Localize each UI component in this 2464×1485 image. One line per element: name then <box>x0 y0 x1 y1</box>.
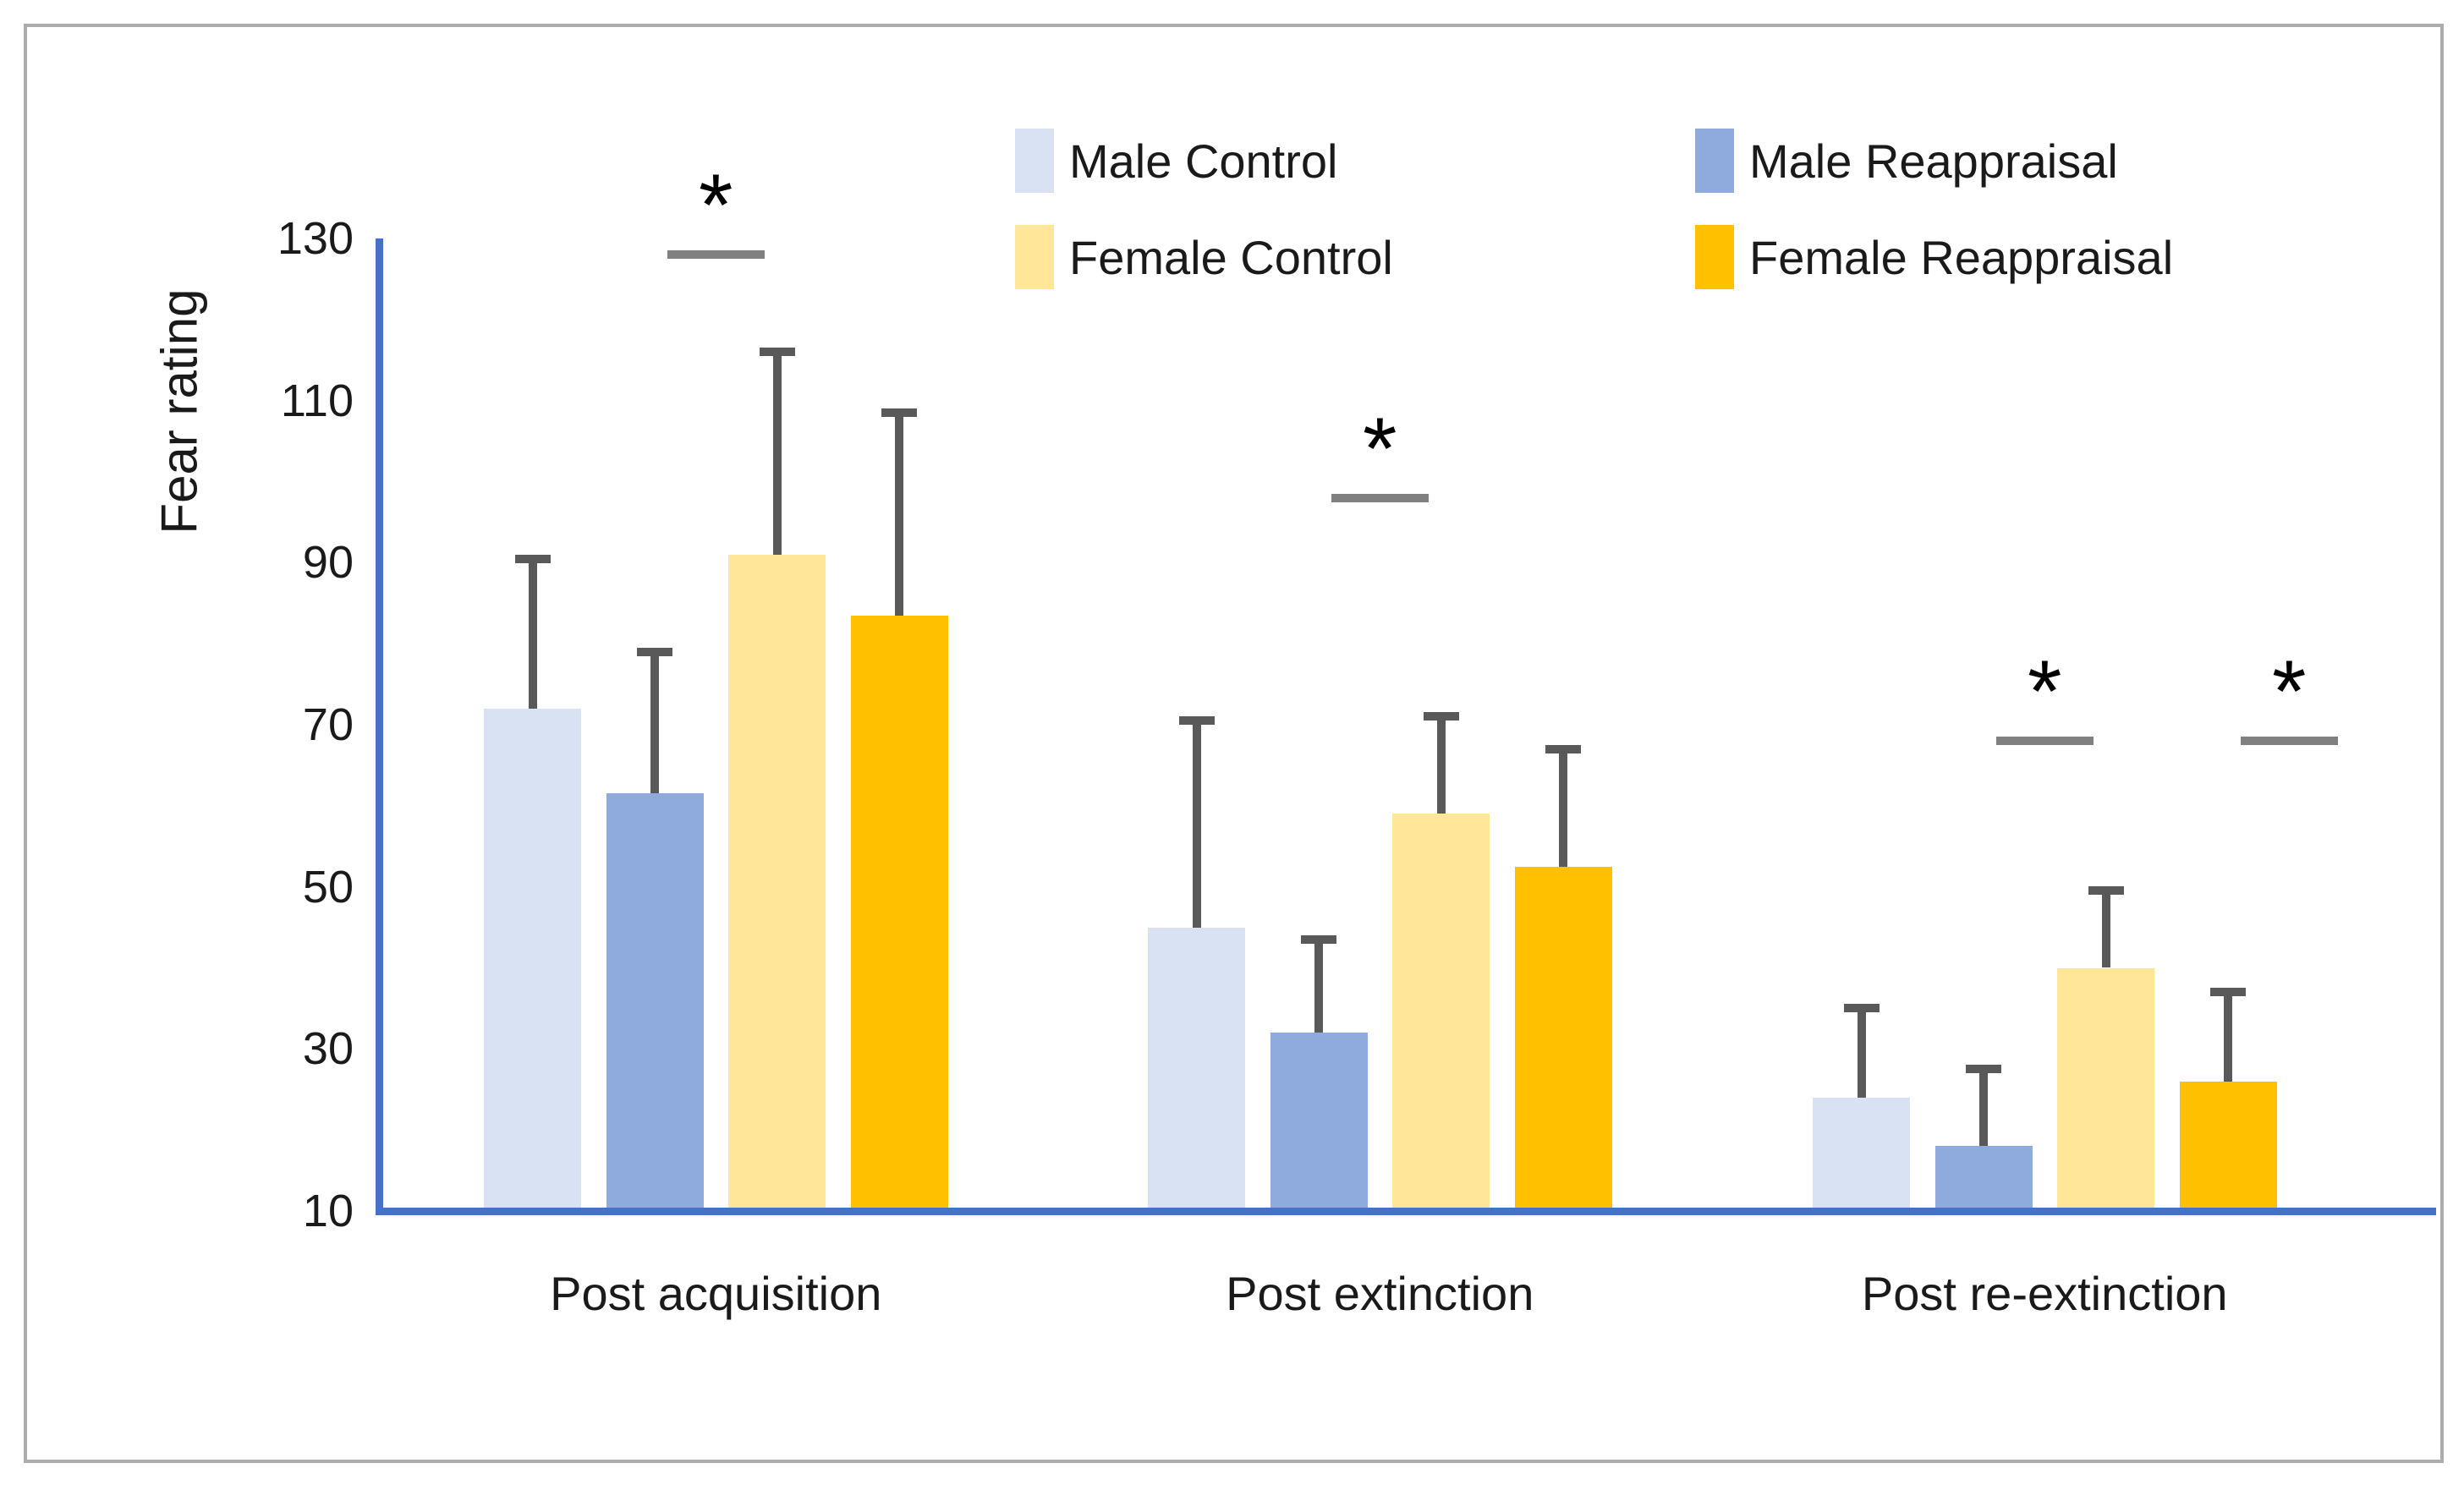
error-bar-cap <box>759 348 795 357</box>
error-bar-stem <box>1314 939 1323 1033</box>
y-axis-line <box>375 238 383 1215</box>
bar-male-control <box>1148 927 1245 1211</box>
bar-male-control <box>1813 1097 1910 1211</box>
error-bar-stem <box>1857 1008 1866 1098</box>
legend: Male Control Male Reappraisal Female Contr… <box>27 27 2440 1460</box>
y-tick-label: 10 <box>302 1186 354 1236</box>
error-bar-cap <box>1178 716 1215 726</box>
legend-item-female-control: Female Control <box>1015 225 1393 289</box>
legend-swatch <box>1015 129 1054 193</box>
y-tick-labels: 10 30 50 70 90 110 130 <box>27 27 2440 1460</box>
chart-border-frame: 10 30 50 70 90 110 130 Fear rating * * * * Post a… <box>24 24 2444 1463</box>
bar-female-control <box>728 554 826 1211</box>
y-tick-label: 50 <box>302 861 354 912</box>
error-bar-stem <box>772 352 782 555</box>
bar-male-control <box>484 708 581 1211</box>
bar-female-control <box>2057 967 2154 1211</box>
error-bar-cap <box>881 408 917 418</box>
bar-female-control <box>1392 814 1490 1211</box>
legend-label: Male Reappraisal <box>1749 134 2118 188</box>
legend-item-male-reappraisal: Male Reappraisal <box>1695 129 2118 193</box>
y-tick-label: 90 <box>302 537 354 589</box>
y-tick-label: 30 <box>302 1023 354 1075</box>
x-category-label: Post extinction <box>1226 1267 1534 1320</box>
legend-label: Female Reappraisal <box>1749 230 2174 284</box>
legend-swatch <box>1695 225 1734 289</box>
significance-line <box>1331 493 1429 502</box>
error-bar-cap <box>637 647 672 656</box>
bar-male-reappraisal <box>1934 1146 2033 1211</box>
legend-label: Female Control <box>1069 230 1393 284</box>
x-axis-line <box>375 1207 2436 1215</box>
legend-item-female-reappraisal: Female Reappraisal <box>1695 225 2173 289</box>
significance-line <box>2240 737 2338 746</box>
error-bar-stem <box>895 413 903 616</box>
significance-line <box>1995 737 2094 746</box>
error-bar-cap <box>1545 744 1581 753</box>
error-bar-cap <box>2210 988 2246 997</box>
significance-asterisk: * <box>1363 399 1397 498</box>
bar-male-reappraisal <box>606 793 704 1211</box>
error-bar-stem <box>2224 992 2232 1082</box>
y-tick-label: 130 <box>277 213 354 264</box>
bar-female-reappraisal <box>1514 866 1612 1211</box>
x-category-labels: Post acquisition Post extinction Post re-e… <box>27 27 2440 1460</box>
error-bars-layer <box>27 27 2440 1460</box>
y-tick-label: 70 <box>302 699 354 750</box>
error-bar-cap <box>514 554 551 563</box>
significance-asterisk: * <box>699 156 733 255</box>
x-category-label: Post acquisition <box>550 1267 882 1320</box>
error-bar-stem <box>2101 890 2110 968</box>
error-bar-cap <box>1966 1065 2001 1074</box>
y-tick-label: 110 <box>280 375 354 426</box>
legend-label: Male Control <box>1069 134 1338 188</box>
bar-male-reappraisal <box>1270 1033 1368 1211</box>
x-category-label: Post re-extinction <box>1861 1267 2228 1320</box>
error-bar-cap <box>1843 1004 1880 1013</box>
legend-item-male-control: Male Control <box>1015 129 1337 193</box>
significance-markers-layer: * * * * <box>27 27 2440 1460</box>
error-bar-stem <box>528 558 537 709</box>
bar-female-reappraisal <box>2179 1081 2277 1211</box>
error-bar-stem <box>1192 721 1201 928</box>
significance-asterisk: * <box>2272 643 2307 742</box>
legend-swatch <box>1015 225 1054 289</box>
legend-swatch <box>1695 129 1734 193</box>
error-bar-cap <box>1423 712 1459 721</box>
error-bar-stem <box>650 651 659 794</box>
significance-asterisk: * <box>2028 643 2062 742</box>
error-bar-cap <box>1301 934 1336 944</box>
error-bar-stem <box>1559 748 1567 867</box>
bars-layer <box>27 27 2440 1460</box>
error-bar-stem <box>1436 716 1446 814</box>
bar-female-reappraisal <box>850 615 948 1211</box>
error-bar-cap <box>2088 886 2124 896</box>
error-bar-stem <box>1979 1069 1988 1147</box>
significance-line <box>667 250 765 260</box>
